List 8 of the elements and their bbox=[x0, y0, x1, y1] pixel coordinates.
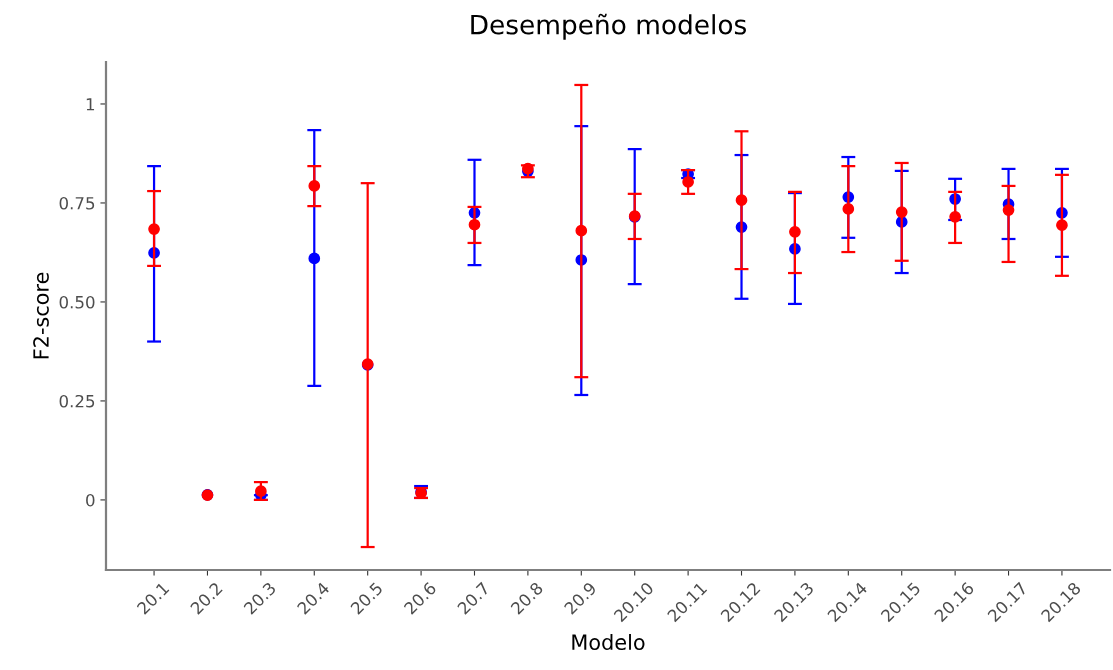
y-tick-label: 0.50 bbox=[59, 295, 95, 309]
x-axis-title: Modelo bbox=[572, 633, 645, 651]
chart-title: Desempeño modelos bbox=[471, 13, 746, 40]
y-axis-title: F2-score bbox=[33, 272, 49, 359]
y-tick-label: 1 bbox=[86, 98, 95, 111]
y-tick-label: 0.25 bbox=[59, 394, 95, 408]
y-tick-label: 0.75 bbox=[59, 196, 95, 210]
y-tick-label: 0 bbox=[86, 493, 95, 507]
